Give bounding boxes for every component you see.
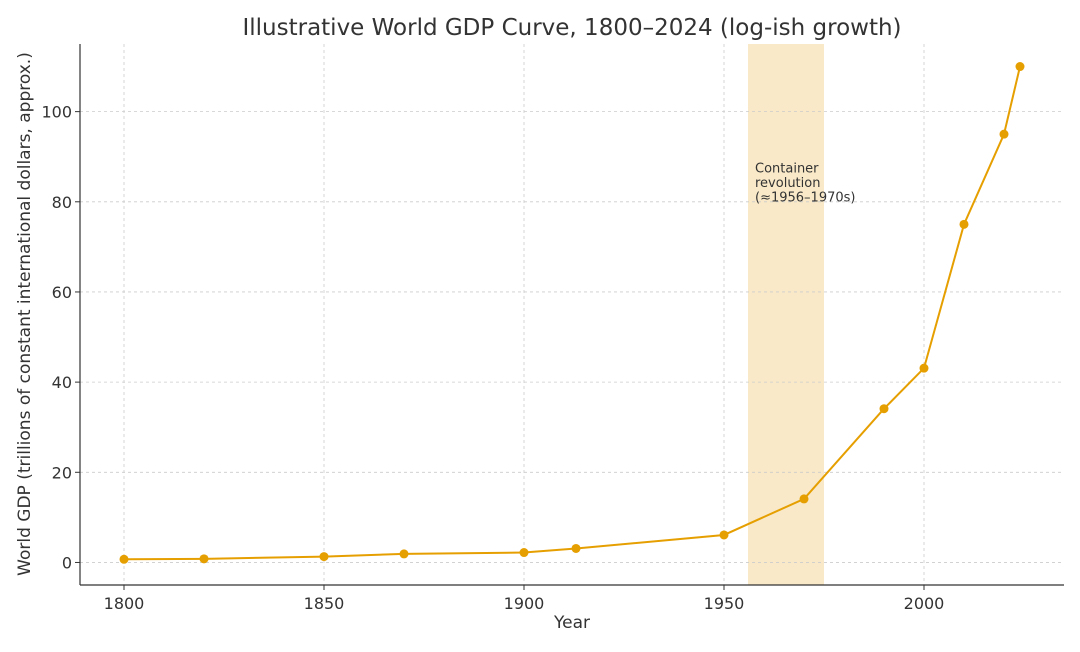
axes-layer: 1800 1850 1900 1950 2000 0 20 40 60 80 100: [41, 44, 1064, 613]
data-point: [1015, 62, 1025, 72]
data-point: [399, 549, 409, 559]
y-tick-label: 100: [41, 103, 72, 122]
y-tick-label: 40: [52, 373, 72, 392]
x-tick-label: 2000: [904, 594, 945, 613]
series-line: [123, 66, 1021, 561]
y-tick-label: 20: [52, 463, 72, 482]
shaded-region-layer: [748, 44, 824, 585]
data-point: [999, 129, 1009, 139]
shaded-region-annotation: Container revolution (≈1956–1970s): [755, 161, 855, 205]
x-tick-label: 1850: [304, 594, 345, 613]
annotation-line: revolution: [755, 176, 820, 191]
data-point: [199, 554, 209, 564]
x-axis-label: Year: [553, 613, 590, 633]
y-tick-label: 0: [62, 553, 72, 572]
annotation-line: (≈1956–1970s): [755, 190, 855, 205]
annotation-line: Container: [755, 161, 819, 176]
shaded-region: [748, 44, 824, 585]
data-point: [719, 530, 729, 540]
grid-layer: [80, 44, 1064, 585]
data-point: [571, 543, 581, 553]
x-tick-label: 1800: [104, 594, 145, 613]
x-tick-label: 1950: [704, 594, 745, 613]
data-point: [959, 219, 969, 229]
data-point: [799, 494, 809, 504]
y-axis-label: World GDP (trillions of constant interna…: [15, 52, 35, 576]
series-layer: [119, 62, 1025, 564]
chart-title: Illustrative World GDP Curve, 1800–2024 …: [242, 15, 901, 41]
y-tick-label: 80: [52, 193, 72, 212]
data-point: [879, 404, 889, 414]
annotation-layer: Container revolution (≈1956–1970s): [755, 161, 855, 205]
data-point: [919, 363, 929, 373]
y-tick-label: 60: [52, 283, 72, 302]
data-point: [119, 554, 129, 564]
data-point: [519, 548, 529, 558]
x-tick-label: 1900: [504, 594, 545, 613]
data-point: [319, 552, 329, 562]
